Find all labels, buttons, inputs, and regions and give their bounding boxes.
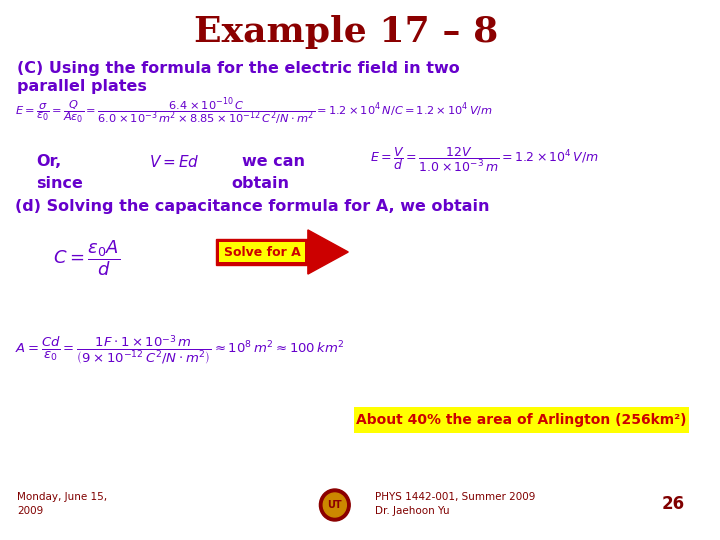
Text: $C=\dfrac{\varepsilon_0 A}{d}$: $C=\dfrac{\varepsilon_0 A}{d}$ xyxy=(53,238,120,278)
Text: (d) Solving the capacitance formula for A, we obtain: (d) Solving the capacitance formula for … xyxy=(15,199,490,214)
Text: Dr. Jaehoon Yu: Dr. Jaehoon Yu xyxy=(375,506,450,516)
Text: About 40% the area of Arlington (256km²): About 40% the area of Arlington (256km²) xyxy=(356,413,687,427)
FancyBboxPatch shape xyxy=(354,407,689,433)
Text: 26: 26 xyxy=(662,495,685,513)
Text: UT: UT xyxy=(328,500,342,510)
Text: parallel plates: parallel plates xyxy=(17,78,147,93)
Text: Monday, June 15,: Monday, June 15, xyxy=(17,492,107,502)
Text: we can: we can xyxy=(243,154,305,170)
Text: since: since xyxy=(37,177,84,192)
Text: (C) Using the formula for the electric field in two: (C) Using the formula for the electric f… xyxy=(17,60,460,76)
Circle shape xyxy=(320,489,350,521)
FancyBboxPatch shape xyxy=(220,242,305,262)
FancyBboxPatch shape xyxy=(217,239,308,265)
Text: Example 17 – 8: Example 17 – 8 xyxy=(194,15,498,49)
Text: 2009: 2009 xyxy=(17,506,44,516)
Text: $E=\dfrac{\sigma}{\varepsilon_0}=\dfrac{Q}{A\varepsilon_0}=\dfrac{6.4\times10^{-: $E=\dfrac{\sigma}{\varepsilon_0}=\dfrac{… xyxy=(15,97,493,127)
Text: $V = Ed$: $V = Ed$ xyxy=(149,154,199,170)
Text: PHYS 1442-001, Summer 2009: PHYS 1442-001, Summer 2009 xyxy=(375,492,536,502)
Text: $E=\dfrac{V}{d}=\dfrac{12V}{1.0\times10^{-3}\,m}=1.2\times10^{4}\,V/m$: $E=\dfrac{V}{d}=\dfrac{12V}{1.0\times10^… xyxy=(370,146,599,174)
Text: $A=\dfrac{Cd}{\varepsilon_0}=\dfrac{1F\cdot1\times10^{-3}\,m}{\left(9\times10^{-: $A=\dfrac{Cd}{\varepsilon_0}=\dfrac{1F\c… xyxy=(15,333,345,367)
Text: obtain: obtain xyxy=(231,177,289,192)
Text: Or,: Or, xyxy=(37,154,62,170)
Circle shape xyxy=(323,493,346,517)
Text: Solve for A: Solve for A xyxy=(224,246,300,259)
Polygon shape xyxy=(308,230,348,274)
